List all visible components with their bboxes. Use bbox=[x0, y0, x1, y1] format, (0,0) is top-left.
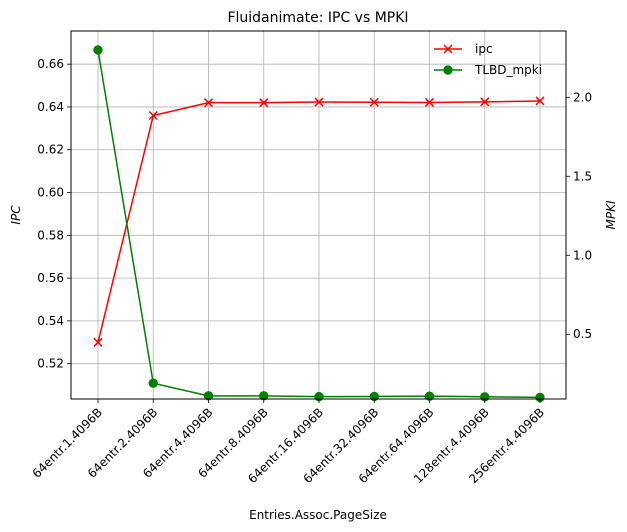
y-tick-label-left: 0.52 bbox=[37, 357, 64, 371]
y-axis-label-left: IPC bbox=[9, 205, 23, 225]
y-tick-label-left: 0.56 bbox=[37, 271, 64, 285]
data-point-ipc bbox=[259, 98, 269, 108]
data-point-ipc bbox=[314, 97, 324, 107]
data-point-ipc bbox=[93, 337, 103, 347]
x-marker-stroke bbox=[314, 97, 324, 107]
y-tick-label-right: 1.5 bbox=[573, 169, 592, 183]
y-tick-label-left: 0.64 bbox=[37, 100, 64, 114]
x-marker-stroke bbox=[480, 97, 490, 107]
legend-marker-TLBD_mpki bbox=[443, 65, 453, 75]
y-axis-label-right: MPKI bbox=[604, 200, 618, 229]
x-marker-stroke bbox=[535, 96, 545, 106]
legend-label-TLBD_mpki: TLBD_mpki bbox=[474, 63, 542, 77]
y-tick-label-left: 0.54 bbox=[37, 314, 64, 328]
x-marker-stroke bbox=[148, 110, 158, 121]
legend-marker-ipc bbox=[443, 44, 453, 54]
data-point-ipc bbox=[535, 96, 545, 106]
data-point-ipc bbox=[148, 110, 158, 121]
plot-frame bbox=[70, 30, 567, 400]
x-marker-stroke bbox=[424, 97, 435, 107]
legend: ipc TLBD_mpki bbox=[434, 42, 542, 77]
data-point-ipc bbox=[369, 97, 379, 107]
data-point-ipc bbox=[480, 97, 490, 107]
y-tick-label-right: 0.5 bbox=[573, 327, 592, 341]
grid bbox=[71, 31, 566, 399]
chart-title: Fluidanimate: IPC vs MPKI bbox=[227, 10, 408, 26]
y-tick-label-left: 0.58 bbox=[37, 228, 64, 242]
y-tick-label-left: 0.66 bbox=[37, 57, 64, 71]
data-point-ipc bbox=[203, 98, 214, 108]
y-tick-label-right: 1.0 bbox=[573, 248, 592, 262]
y-tick-label-left: 0.62 bbox=[37, 143, 64, 157]
data-point-TLBD_mpki bbox=[93, 45, 103, 55]
legend-label-ipc: ipc bbox=[475, 42, 493, 56]
y-tick-label-left: 0.60 bbox=[37, 186, 64, 200]
x-marker-stroke bbox=[93, 337, 103, 347]
data-point-TLBD_mpki bbox=[148, 378, 158, 388]
x-marker-stroke bbox=[259, 98, 269, 108]
x-marker-stroke bbox=[443, 44, 453, 54]
x-marker-stroke bbox=[203, 98, 214, 108]
x-marker-stroke bbox=[369, 97, 379, 107]
data-point-ipc bbox=[424, 97, 435, 107]
x-axis-label: Entries.Assoc.PageSize bbox=[249, 508, 387, 522]
axes: 64entr.1.4096B64entr.2.4096B64entr.4.409… bbox=[30, 57, 593, 486]
y-tick-label-right: 2.0 bbox=[573, 90, 592, 104]
